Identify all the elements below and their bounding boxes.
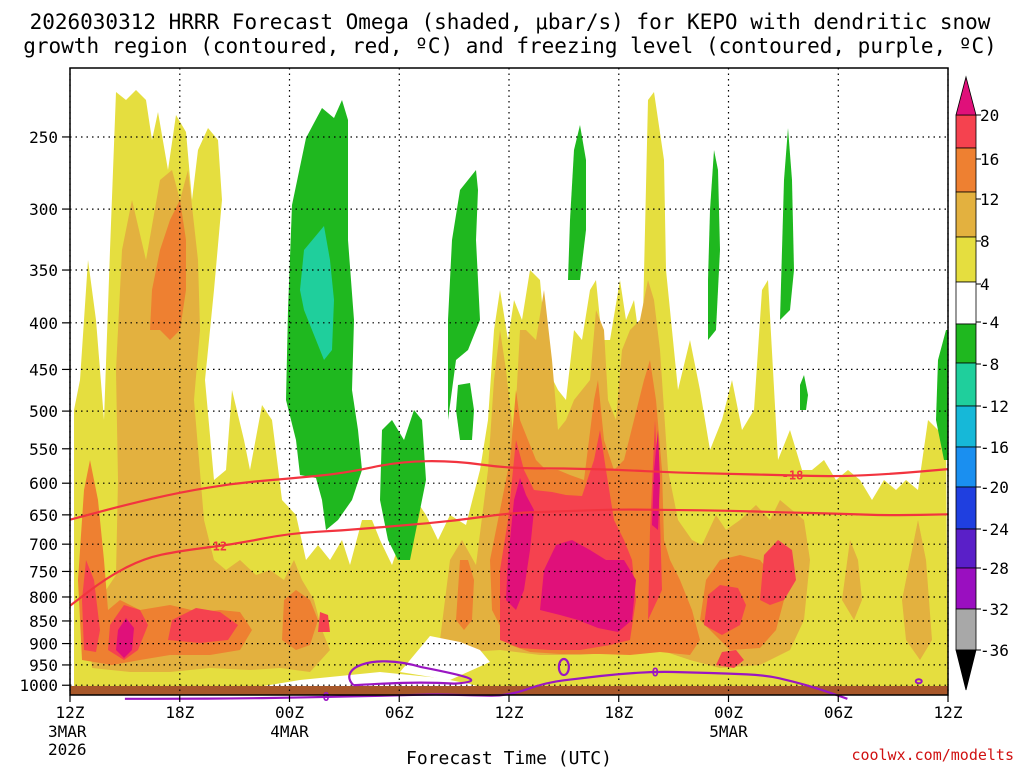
x-tick-time-42: 06Z <box>824 703 853 722</box>
y-tick-label-1000: 1000 <box>19 676 58 695</box>
colorbar-band-4 <box>955 281 977 325</box>
colorbar-label-11: -28 <box>980 559 1009 578</box>
colorbar-label-3: 8 <box>980 232 990 251</box>
y-tick-label-300: 300 <box>29 200 58 219</box>
colorbar-legend: 20 16 12 8 4 -4 -8 -12 -16 -20 -24 -28 -32 -36 <box>955 75 1009 691</box>
colorbar-label-10: -24 <box>980 520 1009 539</box>
contour-label-freezing-extra-0: 0 <box>652 665 659 679</box>
colorbar-band-10 <box>955 528 977 569</box>
colorbar-band-9 <box>955 486 977 530</box>
y-tick-label-850: 850 <box>29 612 58 631</box>
colorbar-band-12 <box>955 608 977 651</box>
y-tick-label-800: 800 <box>29 588 58 607</box>
chart-title-line2: growth region (contoured, red, ºC) and f… <box>23 34 997 58</box>
colorbar-bottom-arrow <box>955 649 977 691</box>
y-tick-label-350: 350 <box>29 261 58 280</box>
contour-isotherm-minus-12 <box>69 508 949 607</box>
colorbar-band-11 <box>955 567 977 610</box>
colorbar-band-8 <box>955 446 977 488</box>
y-tick-label-550: 550 <box>29 440 58 459</box>
colorbar-label-9: -20 <box>980 478 1009 497</box>
x-tick-date-12: 4MAR <box>270 722 309 741</box>
colorbar-label-7: -12 <box>980 397 1009 416</box>
x-tick-time-36: 00Z <box>714 703 743 722</box>
colorbar-band-6 <box>955 362 977 407</box>
y-tick-label-600: 600 <box>29 474 58 493</box>
colorbar-label-8: -16 <box>980 438 1009 457</box>
omega-gt20-region <box>116 430 660 658</box>
colorbar-label-2: 12 <box>980 190 999 209</box>
contour-label-isotherm-minus-12: -12 <box>205 539 227 553</box>
y-tick-label-250: 250 <box>29 128 58 147</box>
colorbar-label-1: 16 <box>980 150 999 169</box>
credit-link[interactable]: coolwx.com/modelts <box>851 746 1014 764</box>
y-tick-label-400: 400 <box>29 314 58 333</box>
colorbar-label-6: -8 <box>980 355 999 374</box>
colorbar-label-0: 20 <box>980 106 999 125</box>
freezing-loop-b <box>557 657 570 677</box>
x-tick-time-30: 18Z <box>604 703 633 722</box>
y-tick-label-500: 500 <box>29 402 58 421</box>
y-tick-label-700: 700 <box>29 535 58 554</box>
y-tick-label-450: 450 <box>29 360 58 379</box>
x-tick-time-24: 12Z <box>495 703 524 722</box>
colorbar-band-3 <box>955 236 977 283</box>
colorbar-band-5 <box>955 323 977 364</box>
colorbar-label-4: 4 <box>980 275 990 294</box>
x-tick-time-6: 18Z <box>165 703 194 722</box>
colorbar-label-5: -4 <box>980 313 999 332</box>
colorbar-band-7 <box>955 405 977 448</box>
contour-label-freezing-level-0: 0 <box>322 690 329 704</box>
omega-m8-m12-region <box>300 226 334 360</box>
x-tick-date-36: 5MAR <box>709 722 748 741</box>
contour-isotherm-minus-18 <box>69 460 949 521</box>
temperature-contours: -18 -12 0 0 <box>69 460 949 704</box>
contour-label-isotherm-minus-18: -18 <box>782 468 804 482</box>
x-axis-title: Forecast Time (UTC) <box>406 748 612 768</box>
plot-area: -18 -12 0 0 <box>69 67 949 704</box>
colorbar-label-12: -32 <box>980 600 1009 619</box>
y-tick-label-950: 950 <box>29 656 58 675</box>
colorbar-label-13: -36 <box>980 641 1009 660</box>
x-tick-time-12: 00Z <box>275 703 304 722</box>
y-tick-label-750: 750 <box>29 563 58 582</box>
contour-freezing-level-0 <box>124 670 848 700</box>
freezing-loop-a <box>348 660 473 687</box>
colorbar-band-1 <box>955 147 977 193</box>
y-tick-label-900: 900 <box>29 635 58 654</box>
freezing-loop-c <box>914 678 923 685</box>
chart-title-line1: 2026030312 HRRR Forecast Omega (shaded, … <box>30 10 991 34</box>
y-tick-label-650: 650 <box>29 506 58 525</box>
x-tick-year-0: 2026 <box>48 740 87 759</box>
colorbar-top-arrow <box>955 75 977 116</box>
x-tick-time-0: 12Z <box>56 703 85 722</box>
pressure-axis: 250 300 350 400 450 500 550 600 650 700 750 800 850 9… <box>19 128 70 695</box>
colorbar-band-0 <box>955 114 977 149</box>
x-tick-time-18: 06Z <box>385 703 414 722</box>
colorbar-band-2 <box>955 191 977 238</box>
x-tick-time-48: 12Z <box>934 703 963 722</box>
x-tick-date-0: 3MAR <box>48 722 87 741</box>
